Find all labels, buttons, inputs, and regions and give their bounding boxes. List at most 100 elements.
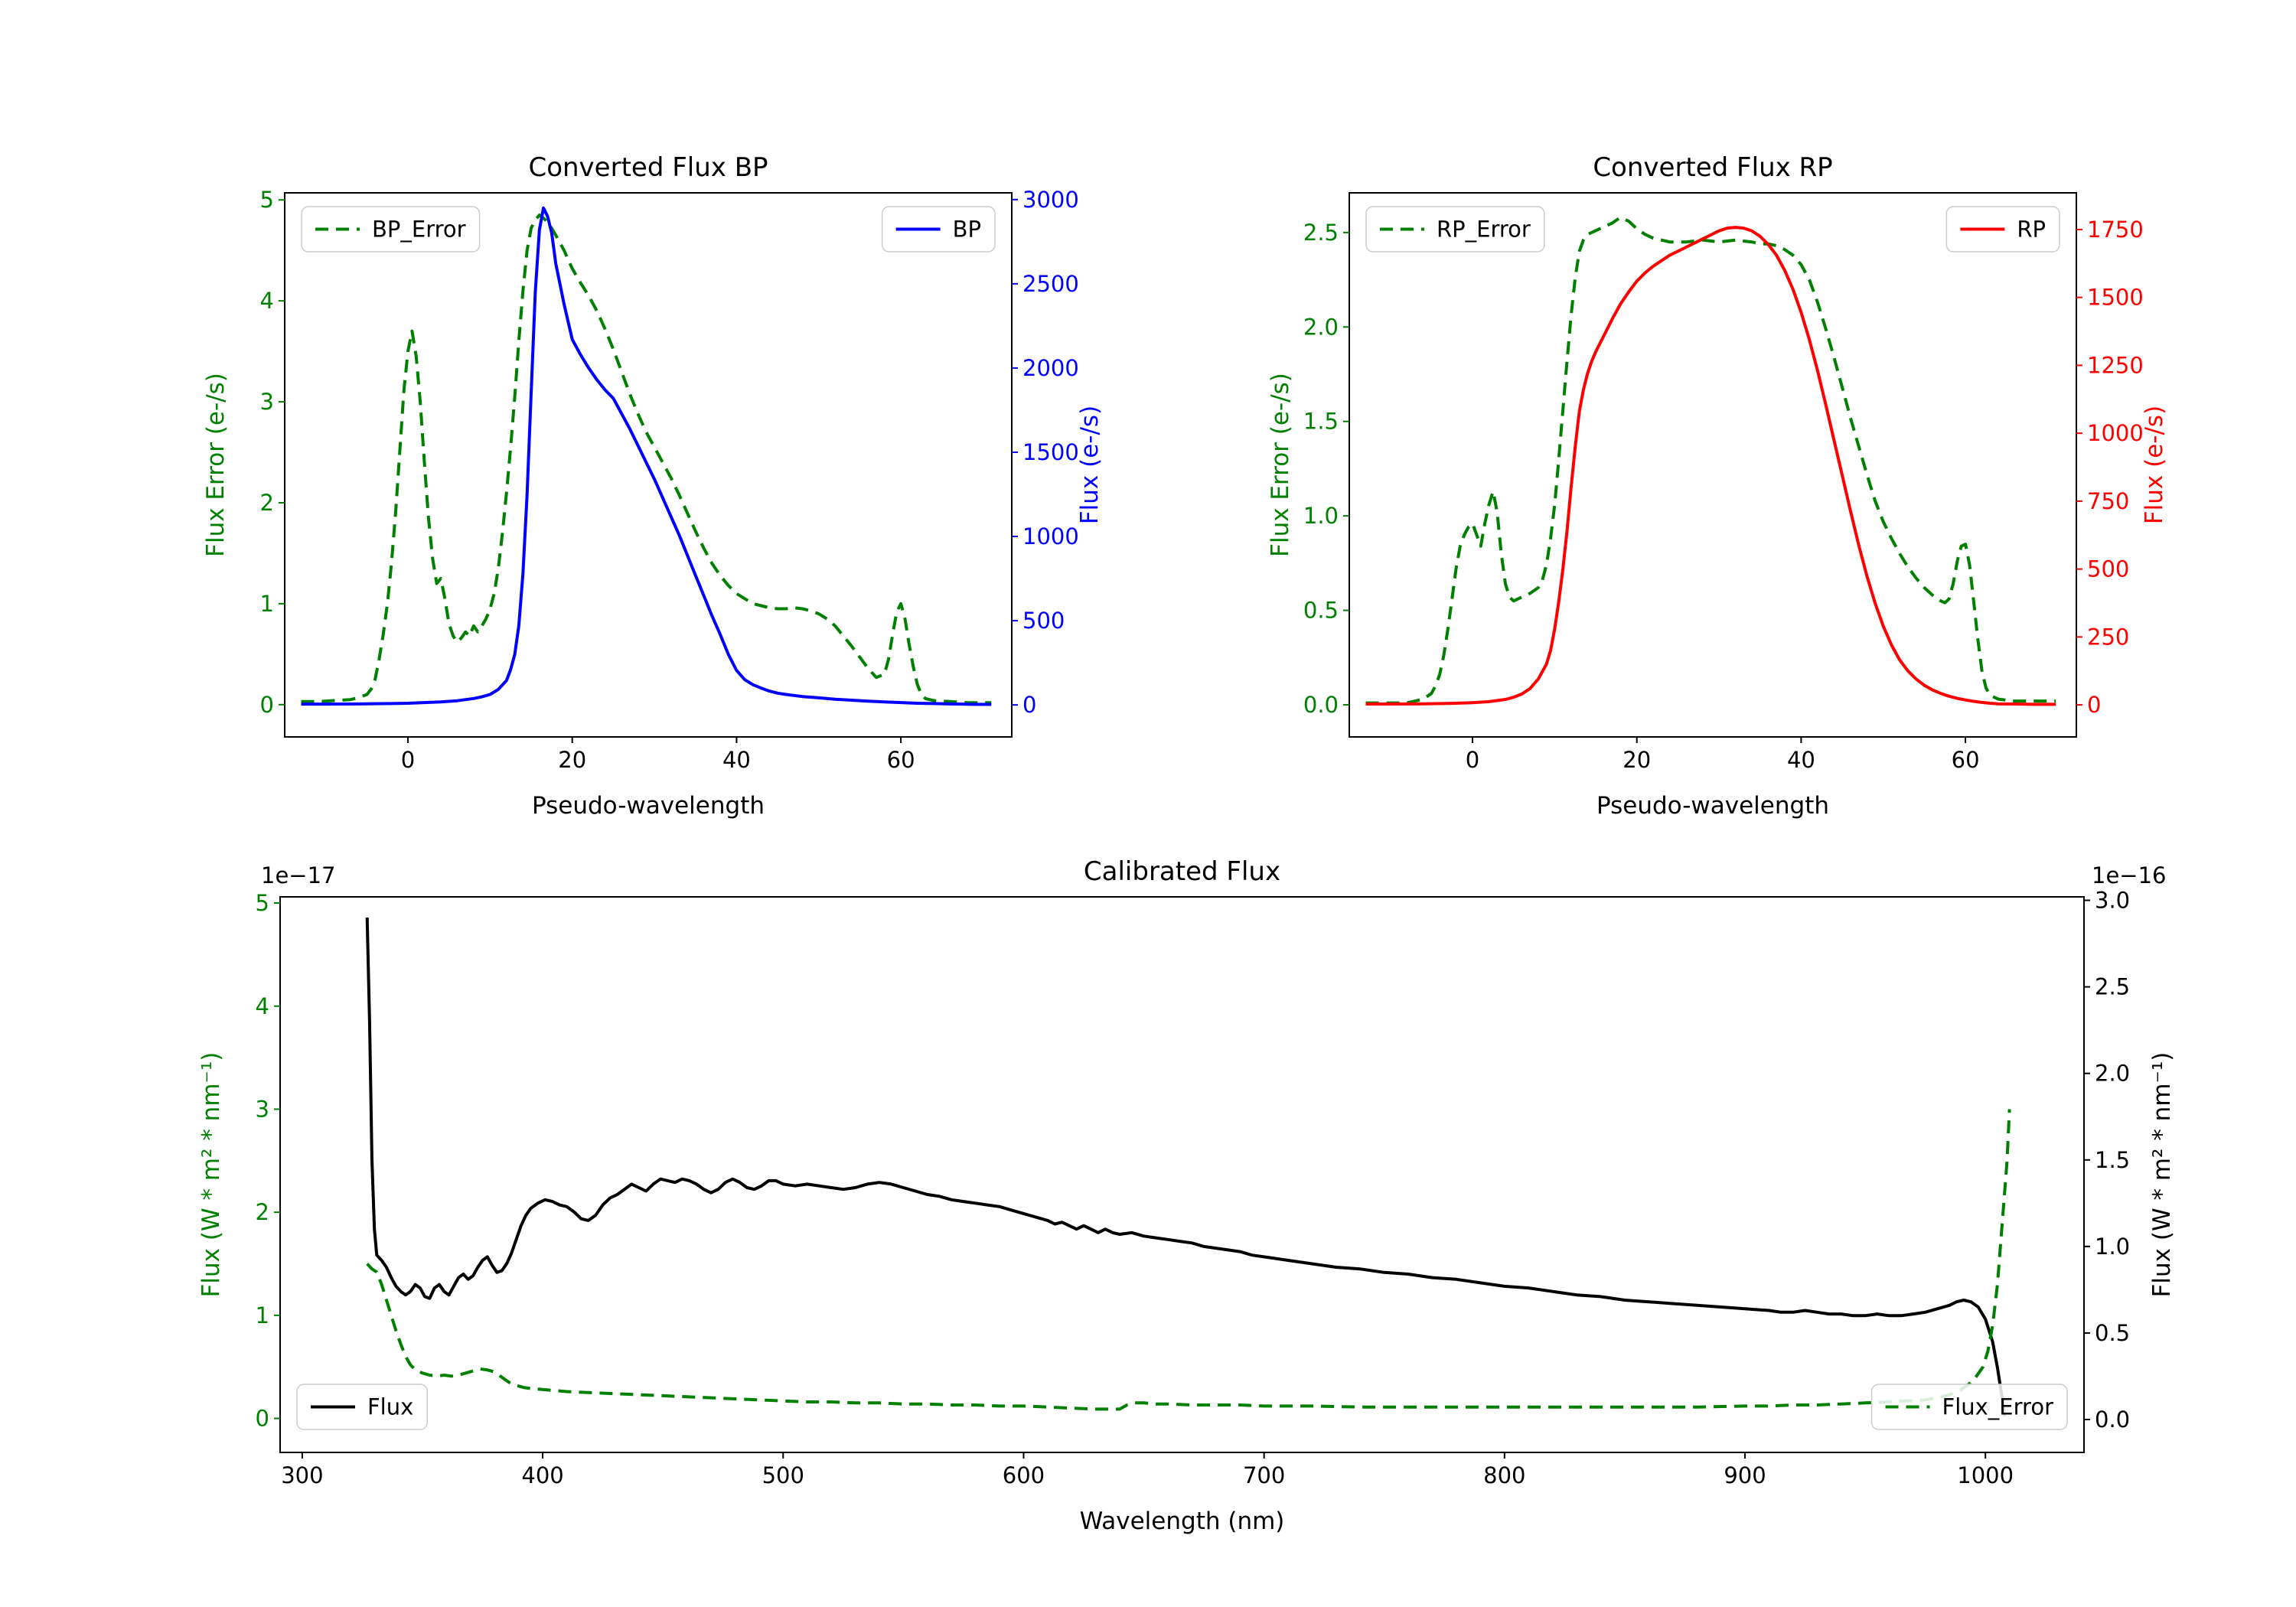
rp-chart: 0 20 40 60 0.0 0.5 1.0 1.5 2.0 2.5 Flux Error (e-/…	[1267, 152, 2168, 820]
y-tick-label: 4	[256, 993, 269, 1019]
legend-BP: BP	[881, 206, 996, 253]
y-tick-label: 1	[260, 591, 274, 617]
bp-right-ticks: 0 500 1000 1500 2000 2500 3000	[1012, 187, 1079, 718]
series-line-BP_Error	[301, 214, 992, 705]
bp-plot-area	[301, 206, 992, 706]
calibrated-right-axis-label: Flux (W * m² * nm⁻¹)	[2148, 1052, 2176, 1298]
y-tick-label: 0.0	[2095, 1407, 2130, 1433]
y-tick-label: 1500	[2087, 285, 2144, 311]
y-tick-label: 0	[2087, 692, 2101, 718]
calibrated-title: Calibrated Flux	[1084, 856, 1280, 887]
x-tick-label: 500	[762, 1462, 804, 1488]
y-tick-label: 0	[260, 692, 274, 718]
y-tick-label: 1500	[1022, 439, 1079, 465]
y-tick-label: 1000	[2087, 420, 2144, 446]
legend-label: BP_Error	[372, 217, 466, 243]
y-tick-label: 2000	[1022, 355, 1079, 381]
y-tick-label: 3.0	[2095, 888, 2130, 914]
legend-BP_Error: BP_Error	[301, 206, 481, 253]
bp-left-ticks: 0 1 2 3 4 5	[260, 187, 285, 718]
y-tick-label: 1000	[1022, 523, 1079, 549]
x-tick-label: 20	[558, 747, 586, 773]
legend-Flux_Error: Flux_Error	[1870, 1384, 2068, 1430]
bp-right-axis-label: Flux (e-/s)	[1076, 406, 1104, 524]
y-tick-label: 1	[256, 1302, 269, 1328]
x-tick-label: 600	[1003, 1462, 1045, 1488]
calibrated-plot-area	[365, 918, 2011, 1416]
bp-chart: 0 20 40 60 0 1 2 3 4 5 Flux Error (e-/s) 0 500 1000 15…	[202, 152, 1104, 820]
series-line-RP_Error	[1365, 216, 2056, 705]
legend-label: Flux	[367, 1394, 413, 1420]
x-tick-label: 0	[401, 747, 415, 773]
y-tick-label: 500	[1022, 608, 1065, 634]
x-tick-label: 300	[281, 1462, 323, 1488]
calibrated-chart: 300 400 500 600 700 800 900 1000 0 1 2 3 4 5 Flux (W *…	[197, 856, 2176, 1535]
bp-left-axis-label: Flux Error (e-/s)	[202, 373, 230, 557]
legend-label: Flux_Error	[1942, 1394, 2054, 1420]
series-line-BP	[301, 206, 992, 706]
y-tick-label: 3000	[1022, 187, 1079, 213]
y-tick-label: 1250	[2087, 352, 2144, 378]
y-tick-label: 1.0	[2095, 1234, 2130, 1260]
y-tick-label: 1.5	[1303, 409, 1339, 435]
series-line-RP	[1365, 226, 2056, 706]
y-tick-label: 5	[260, 187, 274, 213]
y-tick-label: 1.5	[2095, 1147, 2130, 1173]
calibrated-right-ticks: 0.0 0.5 1.0 1.5 2.0 2.5 3.0	[2084, 888, 2130, 1433]
bp-title: Converted Flux BP	[528, 152, 768, 183]
legend-label: RP_Error	[1437, 217, 1531, 243]
legend-box	[1870, 1384, 2068, 1430]
x-tick-label: 40	[722, 747, 751, 773]
series-line-Flux	[365, 918, 2007, 1416]
left-scale-offset: 1e−17	[261, 862, 336, 888]
x-tick-label: 60	[1952, 747, 1980, 773]
x-tick-label: 400	[521, 1462, 563, 1488]
calibrated-left-axis-label: Flux (W * m² * nm⁻¹)	[197, 1052, 225, 1298]
y-tick-label: 2.5	[2095, 974, 2130, 1000]
y-tick-label: 250	[2087, 624, 2129, 650]
rp-left-ticks: 0.0 0.5 1.0 1.5 2.0 2.5	[1303, 220, 1349, 718]
calibrated-axes-frame	[279, 896, 2085, 1453]
x-tick-label: 60	[887, 747, 915, 773]
legend-box	[1365, 206, 1545, 253]
legend-RP: RP	[1945, 206, 2060, 253]
x-tick-label: 0	[1466, 747, 1479, 773]
y-tick-label: 500	[2087, 556, 2129, 582]
y-tick-label: 2.5	[1303, 220, 1339, 246]
bp-x-axis-label: Pseudo-wavelength	[532, 792, 765, 820]
bp-axes-frame	[284, 192, 1013, 738]
y-tick-label: 2	[260, 490, 274, 516]
rp-right-axis-label: Flux (e-/s)	[2141, 406, 2168, 524]
x-tick-label: 1000	[1957, 1462, 2014, 1488]
y-tick-label: 1750	[2087, 217, 2144, 243]
calibrated-x-axis-label: Wavelength (nm)	[1080, 1508, 1285, 1535]
x-tick-label: 900	[1724, 1462, 1766, 1488]
bp-x-ticks: 0 20 40 60	[401, 737, 915, 773]
y-tick-label: 1.0	[1303, 503, 1339, 529]
calibrated-left-ticks: 0 1 2 3 4 5	[256, 890, 280, 1432]
series-line-Flux_Error	[366, 1109, 2011, 1411]
y-tick-label: 3	[260, 389, 274, 415]
rp-left-axis-label: Flux Error (e-/s)	[1267, 373, 1294, 557]
legend-label: BP	[953, 217, 981, 243]
y-tick-label: 4	[260, 288, 274, 314]
rp-right-ticks: 0 250 500 750 1000 1250 1500 1750	[2076, 217, 2144, 718]
x-tick-label: 20	[1623, 747, 1651, 773]
y-tick-label: 3	[256, 1096, 269, 1122]
y-tick-label: 2500	[1022, 271, 1079, 297]
rp-plot-area	[1365, 216, 2056, 706]
rp-x-ticks: 0 20 40 60	[1466, 737, 1980, 773]
x-tick-label: 700	[1243, 1462, 1285, 1488]
y-tick-label: 750	[2087, 488, 2129, 514]
y-tick-label: 5	[256, 890, 269, 916]
y-tick-label: 2.0	[2095, 1061, 2130, 1087]
y-tick-label: 2.0	[1303, 314, 1339, 340]
y-tick-label: 0.0	[1303, 692, 1339, 718]
calibrated-x-ticks: 300 400 500 600 700 800 900 1000	[281, 1452, 2014, 1488]
rp-title: Converted Flux RP	[1593, 152, 1832, 183]
legend-Flux: Flux	[296, 1384, 429, 1430]
y-tick-label: 0	[256, 1406, 269, 1432]
x-tick-label: 800	[1483, 1462, 1525, 1488]
